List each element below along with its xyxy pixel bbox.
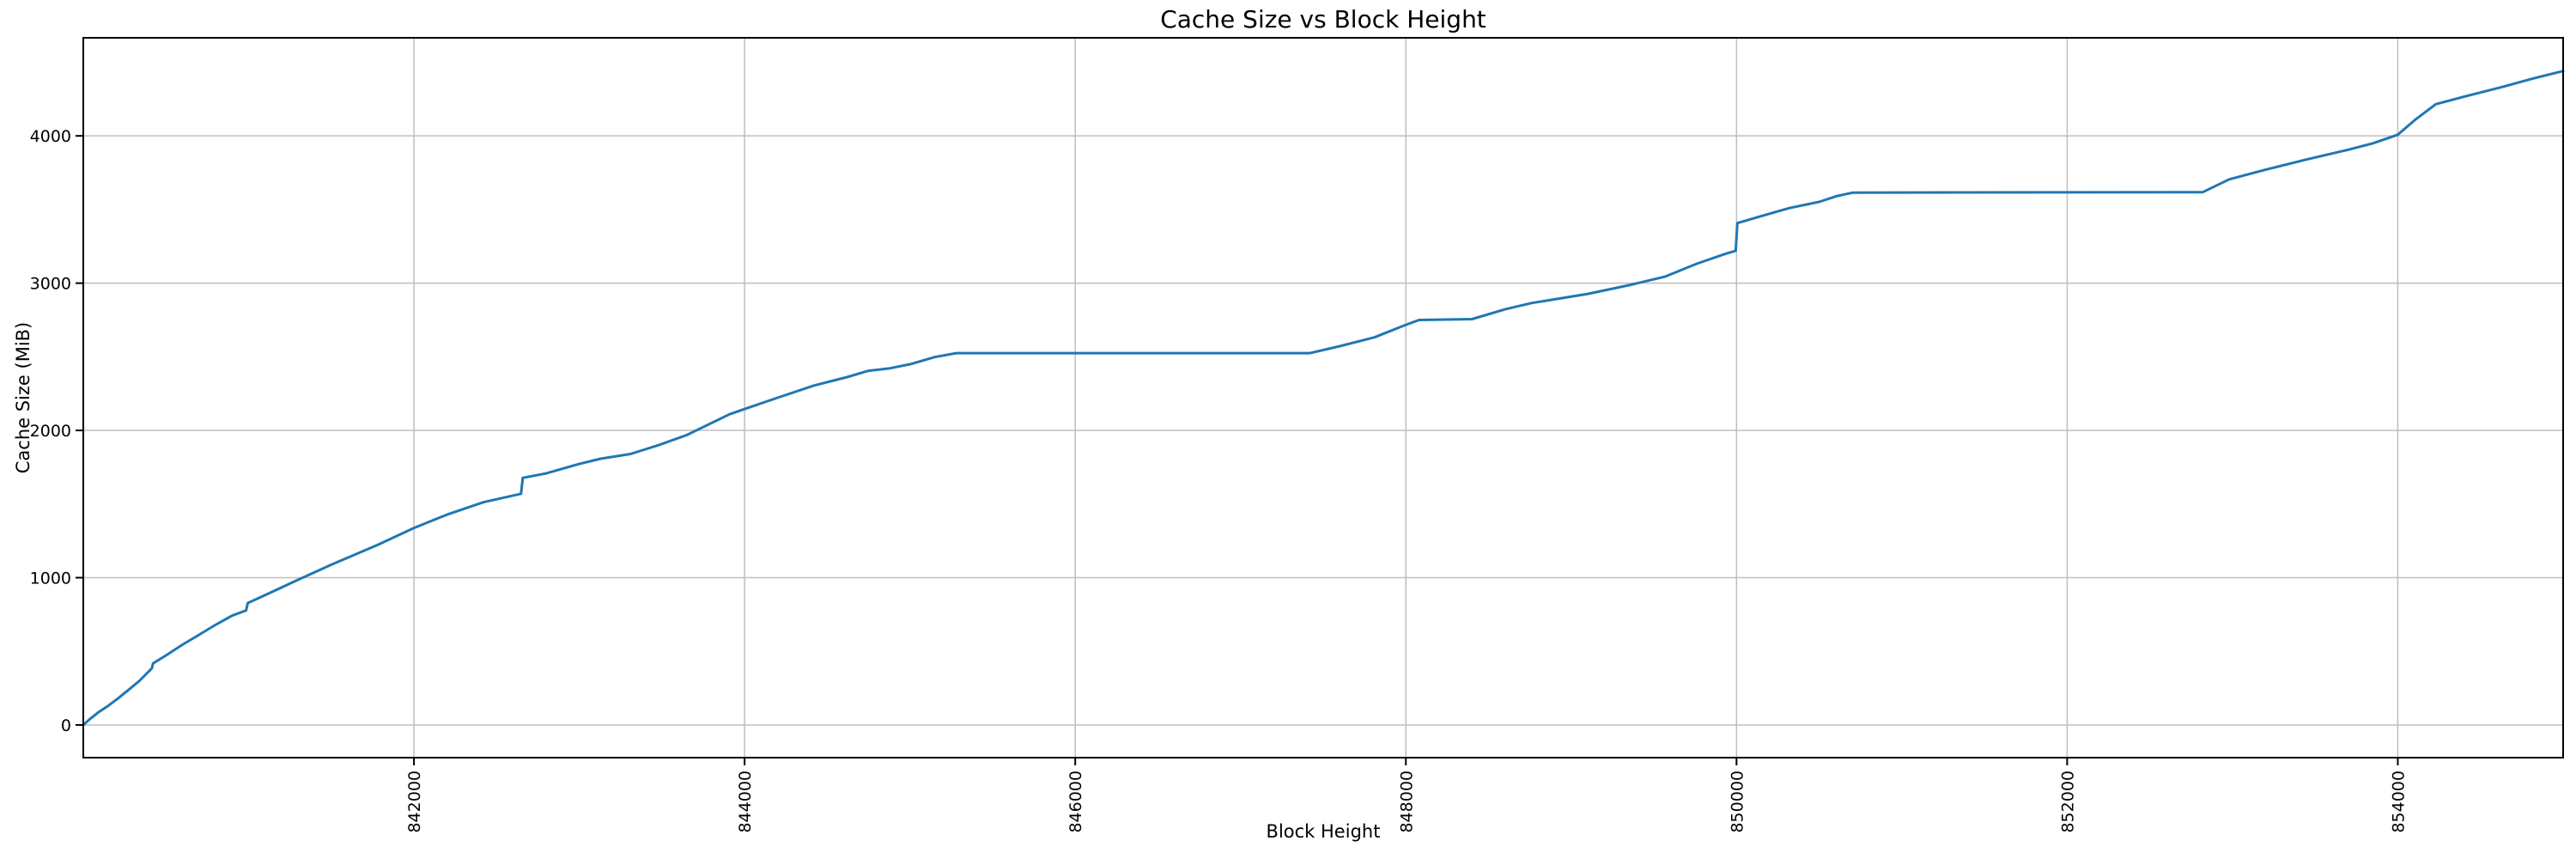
y-tick-label: 3000	[30, 275, 71, 294]
chart-title: Cache Size vs Block Height	[1160, 5, 1486, 34]
x-tick-label: 854000	[2389, 771, 2408, 833]
x-tick-label: 846000	[1066, 771, 1085, 833]
x-tick-label: 844000	[736, 771, 755, 833]
x-tick-label: 842000	[405, 771, 424, 833]
data-line-cache-size	[82, 70, 2565, 727]
y-axis-label: Cache Size (MiB)	[13, 321, 33, 474]
x-tick-label: 850000	[1728, 771, 1747, 833]
plot-border	[82, 37, 2564, 758]
y-tick-label: 2000	[30, 422, 71, 441]
x-tick-label: 848000	[1397, 771, 1416, 833]
x-axis-label: Block Height	[1266, 821, 1381, 842]
y-tick-label: 0	[61, 716, 71, 735]
y-tick-label: 1000	[30, 570, 71, 588]
x-tick-label: 852000	[2058, 771, 2077, 833]
y-tick-label: 4000	[30, 127, 71, 146]
